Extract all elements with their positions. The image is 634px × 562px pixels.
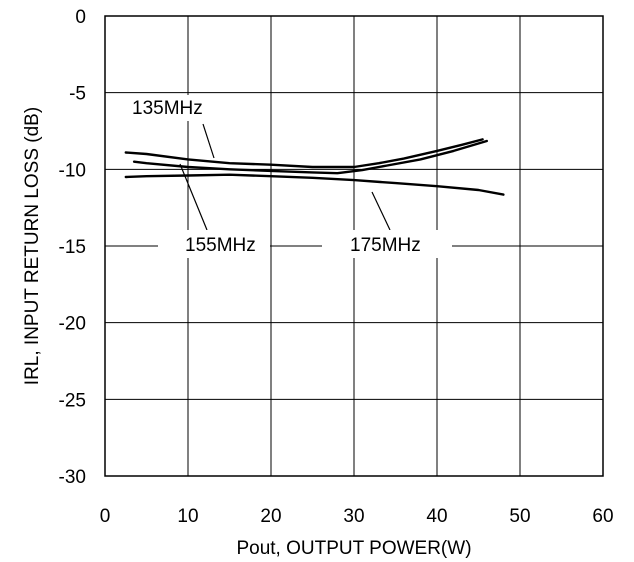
annotation-155mhz: 155MHz: [185, 235, 256, 256]
y-tick-label: 0: [75, 7, 86, 28]
annotation-layer: 135MHz 155MHz 175MHz: [129, 95, 452, 258]
y-tick-label: -25: [59, 390, 86, 411]
y-tick-label: -5: [69, 84, 86, 105]
y-tick-label: -20: [59, 314, 86, 335]
x-tick-label: 10: [177, 506, 198, 527]
y-axis-label: IRL, INPUT RETURN LOSS (dB): [22, 107, 43, 385]
x-tick-label: 40: [426, 506, 447, 527]
x-tick-labels: 0 10 20 30 40 50 60: [100, 506, 614, 527]
x-tick-label: 20: [260, 506, 281, 527]
series-line-135mhz: [124, 138, 484, 169]
annotation-bg-155: [158, 230, 270, 258]
annotation-bg-135: [129, 95, 227, 121]
annotation-175mhz: 175MHz: [350, 235, 421, 256]
annotation-leader-135: [202, 123, 215, 159]
plot-frame: [104, 15, 604, 477]
series-layer: [124, 138, 505, 196]
annotation-135mhz: 135MHz: [132, 98, 203, 119]
y-tick-label: -15: [59, 237, 86, 258]
x-axis-label: Pout, OUTPUT POWER(W): [236, 538, 471, 559]
x-tick-label: 50: [509, 506, 530, 527]
annotation-leader-175: [371, 191, 391, 231]
x-tick-label: 0: [100, 506, 111, 527]
annotation-bg-175: [322, 230, 452, 258]
series-line-155mhz: [132, 139, 488, 175]
x-tick-label: 30: [343, 506, 364, 527]
series-line-175mhz: [124, 173, 505, 196]
y-tick-label: -30: [59, 467, 86, 488]
y-tick-label: -10: [59, 160, 86, 181]
x-tick-label: 60: [592, 506, 613, 527]
y-tick-labels: 0 -5 -10 -15 -20 -25 -30: [59, 7, 86, 488]
annotation-leader-155: [179, 163, 208, 231]
